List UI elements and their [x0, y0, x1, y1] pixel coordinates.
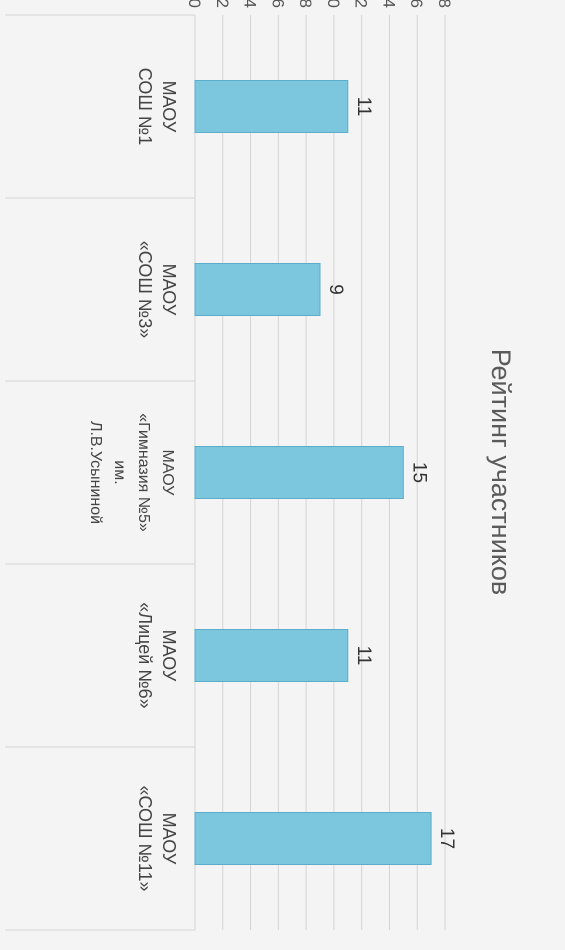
category-label: «СОШ №11» — [135, 785, 155, 891]
category-label: МАОУ — [159, 81, 179, 133]
y-axis-ticks: 0 2 46 8 10 12 14 16 18 — [185, 0, 454, 8]
data-label: 15 — [408, 462, 429, 483]
category-label: МАОУ — [159, 630, 179, 682]
category-label: МАОУ — [159, 813, 179, 865]
y-tick-label: 0 — [185, 0, 204, 8]
data-label: 17 — [436, 828, 457, 849]
bar — [194, 629, 349, 682]
category-label: «СОШ №3» — [135, 241, 155, 338]
y-tick-label: 2 — [213, 0, 232, 8]
category-label: им. — [111, 460, 128, 484]
category-label: «Гимназия №5» — [135, 413, 152, 532]
category-label: СОШ №1 — [135, 68, 155, 145]
category-label: МАОУ — [159, 450, 176, 497]
bar — [194, 812, 432, 865]
y-tick-label: 4 — [241, 0, 260, 8]
y-tick-label: 14 — [379, 0, 398, 8]
bars — [194, 80, 432, 865]
y-tick-label: 12 — [352, 0, 371, 8]
plot-group: Рейтинг участников 0 2 46 8 10 12 14 16 18 11 9 15… — [5, 0, 516, 931]
category-label: Л.В.Усыниной — [87, 421, 104, 524]
bar — [194, 80, 349, 133]
y-tick-label: 6 — [268, 0, 287, 8]
data-label: 9 — [325, 284, 346, 295]
y-tick-label: 10 — [324, 0, 343, 8]
bar — [194, 446, 404, 499]
y-tick-label: 8 — [296, 0, 315, 8]
category-label: МАОУ — [159, 264, 179, 316]
y-tick-label: 16 — [407, 0, 426, 8]
bar — [194, 263, 321, 316]
category-label: «Лицей №6» — [135, 602, 155, 708]
data-label: 11 — [353, 97, 374, 117]
chart-title: Рейтинг участников — [486, 349, 516, 596]
y-tick-label: 18 — [435, 0, 454, 8]
data-labels: 11 9 15 11 17 — [325, 97, 457, 849]
data-label: 11 — [353, 646, 374, 666]
